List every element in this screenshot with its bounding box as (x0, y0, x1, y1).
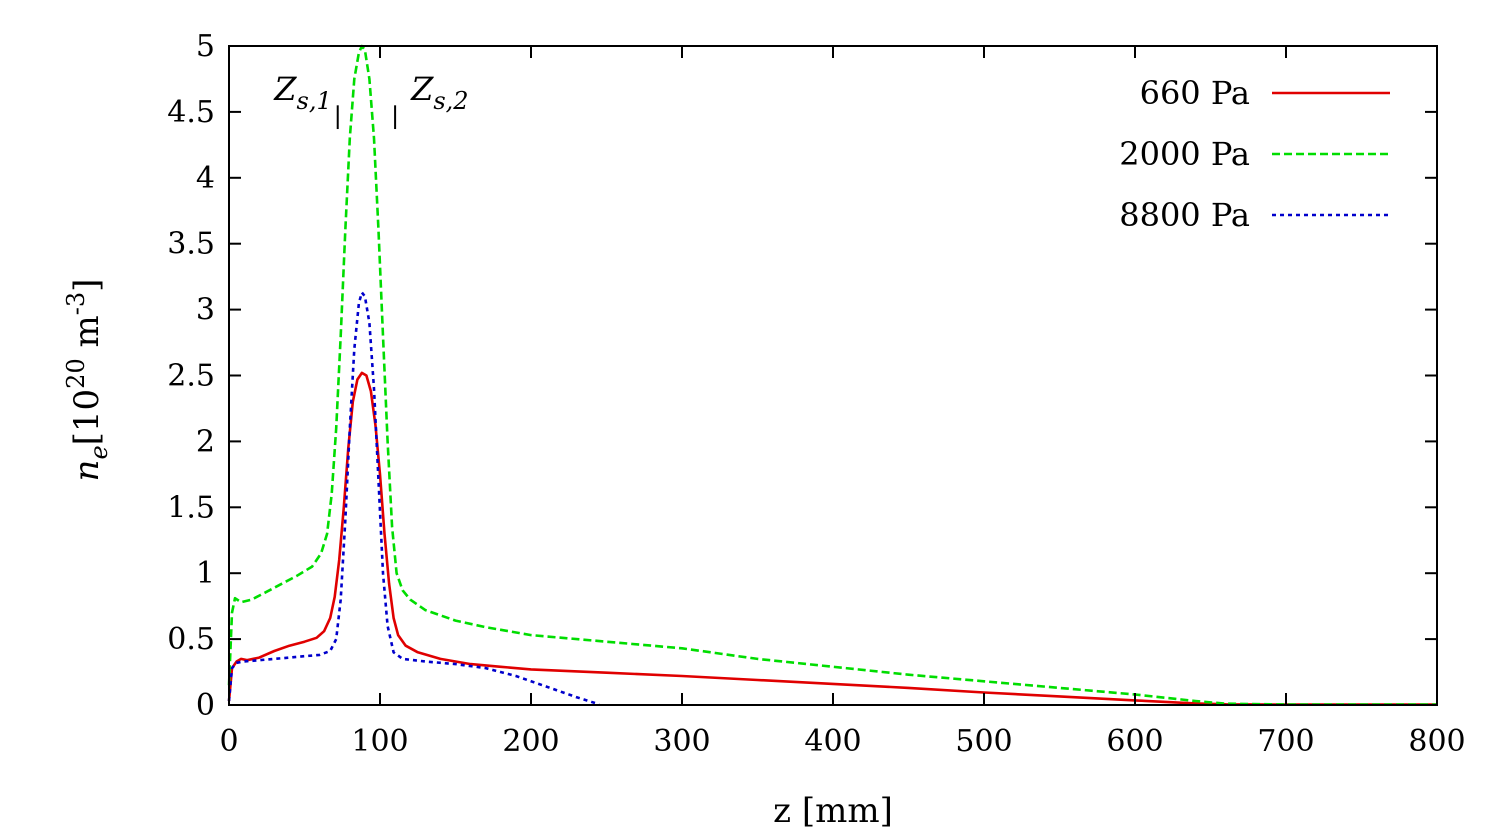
x-tick-label: 600 (1106, 724, 1163, 759)
markers-layer: Zs,1 Zs,2 (273, 70, 469, 130)
series-line-2000-pa (227, 44, 1437, 706)
x-tick-label: 800 (1408, 724, 1465, 759)
marker-label: Zs,2 (410, 70, 468, 115)
y-tick-label: 3.5 (167, 227, 215, 262)
x-tick-label: 200 (502, 724, 559, 759)
x-tick-label: 100 (351, 724, 408, 759)
y-axis-title-unit-open: [10 (67, 389, 107, 446)
y-tick-label: 2 (196, 424, 215, 459)
y-tick-label: 4.5 (167, 95, 215, 130)
y-axis-title: ne[1020 m-3] (62, 279, 113, 482)
y-tick-label: 4 (196, 161, 215, 196)
y-tick-label: 1.5 (167, 490, 215, 525)
x-axis-title: z [mm] (773, 791, 893, 831)
y-axis-title-exponent: 20 (62, 358, 90, 389)
series-line-660-pa (227, 371, 1437, 706)
series-layer (227, 44, 1437, 706)
y-axis-title-subscript: e (85, 445, 113, 459)
x-tick-label: 700 (1257, 724, 1314, 759)
plot-frame (228, 45, 1438, 706)
x-tick-label: 300 (653, 724, 710, 759)
legend-label: 2000 Pa (1119, 135, 1250, 173)
x-tick-label: 400 (804, 724, 861, 759)
legend-label: 660 Pa (1140, 74, 1250, 112)
marker-label: Zs,1 (273, 70, 331, 115)
y-axis-title-unit-close: ] (67, 279, 107, 292)
legend: 660 Pa 2000 Pa 8800 Pa (1119, 74, 1390, 234)
x-tick-label: 0 (219, 724, 238, 759)
ticks-layer: 0 100 200 300 400 500 600 700 800 0 0.5 1 1.5 2 2.5 3 3.… (167, 29, 1465, 759)
y-axis-title-exponent-2: -3 (62, 292, 90, 315)
y-tick-label: 5 (196, 29, 215, 64)
y-axis-title-symbol: n (67, 460, 107, 482)
y-tick-label: 2.5 (167, 359, 215, 394)
y-tick-label: 3 (196, 293, 215, 328)
y-tick-label: 0.5 (167, 622, 215, 657)
y-tick-label: 0 (196, 688, 215, 723)
legend-label: 8800 Pa (1119, 196, 1250, 234)
series-line-8800-pa (227, 291, 600, 706)
y-axis-title-unit-mid: m (67, 315, 107, 358)
y-tick-label: 1 (196, 556, 215, 591)
x-tick-label: 500 (955, 724, 1012, 759)
